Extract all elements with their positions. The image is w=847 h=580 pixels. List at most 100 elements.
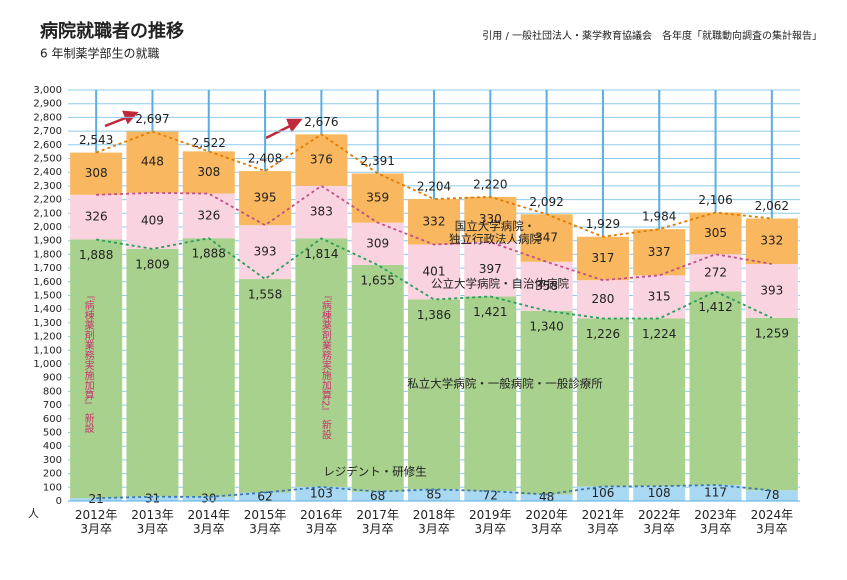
value-label: 103 [310, 486, 333, 500]
y-tick-label: 2,500 [33, 154, 62, 165]
total-label: 2,697 [135, 112, 169, 126]
total-label: 2,220 [473, 177, 507, 191]
bar-segment [408, 299, 460, 490]
y-tick-label: 1,500 [33, 291, 62, 302]
y-tick-label: 0 [56, 496, 62, 507]
series-label: 私立大学病院・一般病院・一般診療所 [407, 377, 603, 391]
y-tick-label: 1,800 [33, 249, 62, 260]
value-label: 332 [760, 234, 783, 248]
x-tick-label: 2019年 3月卒 [469, 508, 512, 536]
value-label: 358 [535, 279, 558, 293]
y-tick-label: 900 [43, 373, 62, 384]
bar-segment [182, 151, 235, 194]
value-label: 347 [535, 231, 558, 245]
total-label: 2,204 [417, 180, 451, 194]
value-label: 72 [483, 489, 498, 503]
bar-segment [239, 225, 292, 280]
series-label: 国立大学病院・独立行政法人病院 [449, 219, 541, 246]
bar-segment [576, 280, 629, 319]
bar-segment [351, 264, 404, 492]
bar-segment [408, 489, 460, 501]
annotation: 『病棟薬剤業務実施加算2』 新設 [319, 290, 331, 440]
value-label: 1,340 [529, 319, 563, 333]
total-label: 2,522 [192, 136, 226, 150]
bar-segment [126, 131, 179, 193]
annotation: 『病棟薬剤業務実施加算』 新設 [82, 290, 94, 434]
value-label: 68 [370, 489, 385, 503]
total-label: 1,929 [586, 217, 620, 231]
y-tick-label: 100 [43, 482, 62, 493]
bar-segment [576, 318, 629, 487]
value-label: 1,259 [755, 326, 789, 340]
y-tick-label: 2,300 [33, 181, 62, 192]
value-label: 397 [479, 262, 502, 276]
y-tick-label: 2,900 [33, 99, 62, 110]
x-tick-label: 2013年 3月卒 [131, 508, 174, 536]
total-label: 2,062 [755, 199, 789, 213]
value-label: 376 [310, 153, 333, 167]
bar-segment [182, 496, 235, 501]
bar-segment [464, 196, 517, 243]
bar-segment [126, 248, 179, 497]
value-label: 1,224 [642, 327, 676, 341]
bar-segment [464, 296, 517, 492]
y-tick-label: 1,300 [33, 318, 62, 329]
value-label: 332 [423, 214, 446, 228]
y-tick-label: 1,100 [33, 345, 62, 356]
bar-segment [520, 261, 573, 311]
bar-segment [745, 317, 798, 491]
x-tick-label: 2024年 3月卒 [751, 508, 794, 536]
y-tick-label: 300 [43, 455, 62, 466]
total-label: 2,092 [529, 195, 563, 209]
x-tick-label: 2018年 3月卒 [413, 508, 456, 536]
y-tick-label: 2,000 [33, 222, 62, 233]
x-tick-label: 2015年 3月卒 [244, 508, 287, 536]
value-label: 1,814 [304, 247, 338, 261]
bar-segment [745, 218, 798, 264]
value-label: 401 [423, 265, 446, 279]
total-label: 2,543 [79, 133, 113, 147]
value-label: 31 [145, 491, 160, 505]
value-label: 359 [366, 191, 389, 205]
bar-segment [239, 279, 292, 493]
value-label: 326 [85, 210, 108, 224]
value-label: 1,809 [135, 257, 169, 271]
value-label: 409 [141, 213, 164, 227]
value-label: 1,558 [248, 288, 282, 302]
value-label: 21 [89, 492, 104, 506]
value-label: 48 [539, 490, 554, 504]
chart-subtitle: 6 年制薬学部生の就職 [40, 46, 159, 61]
bar-segment [70, 152, 123, 195]
y-tick-label: 2,600 [33, 140, 62, 151]
value-label: 308 [85, 166, 108, 180]
y-tick-label: 1,400 [33, 304, 62, 315]
value-label: 1,386 [417, 308, 451, 322]
value-label: 106 [591, 486, 614, 500]
bar-segment [633, 275, 686, 319]
bar-segment [633, 229, 686, 276]
value-label: 85 [426, 488, 441, 502]
x-tick-label: 2017年 3月卒 [356, 508, 399, 536]
bar-segment [351, 173, 404, 223]
bar-segment [576, 486, 629, 501]
bar-segment [689, 212, 742, 255]
bar-segment [70, 194, 123, 240]
arrow-head [286, 118, 303, 133]
source-note: 引用 / 一般社団法人・薬学教育協議会 各年度「就職動向調査の集計報告」 [482, 29, 822, 42]
chart-title: 病院就職者の推移 [40, 20, 184, 42]
series-trend-line [96, 484, 772, 500]
bar-segment [689, 254, 742, 292]
bar-segment [520, 494, 573, 501]
value-label: 1,655 [361, 273, 395, 287]
bar-segment [295, 185, 348, 239]
value-label: 337 [648, 245, 671, 259]
total-label: 1,984 [642, 210, 676, 224]
bar-segment [295, 238, 348, 487]
y-tick-label: 3,000 [33, 85, 62, 96]
x-tick-label: 2012年 3月卒 [75, 508, 118, 536]
bar-segment [520, 310, 573, 495]
y-tick-label: 500 [43, 428, 62, 439]
bar-segment [464, 491, 517, 501]
arrow [104, 115, 129, 128]
